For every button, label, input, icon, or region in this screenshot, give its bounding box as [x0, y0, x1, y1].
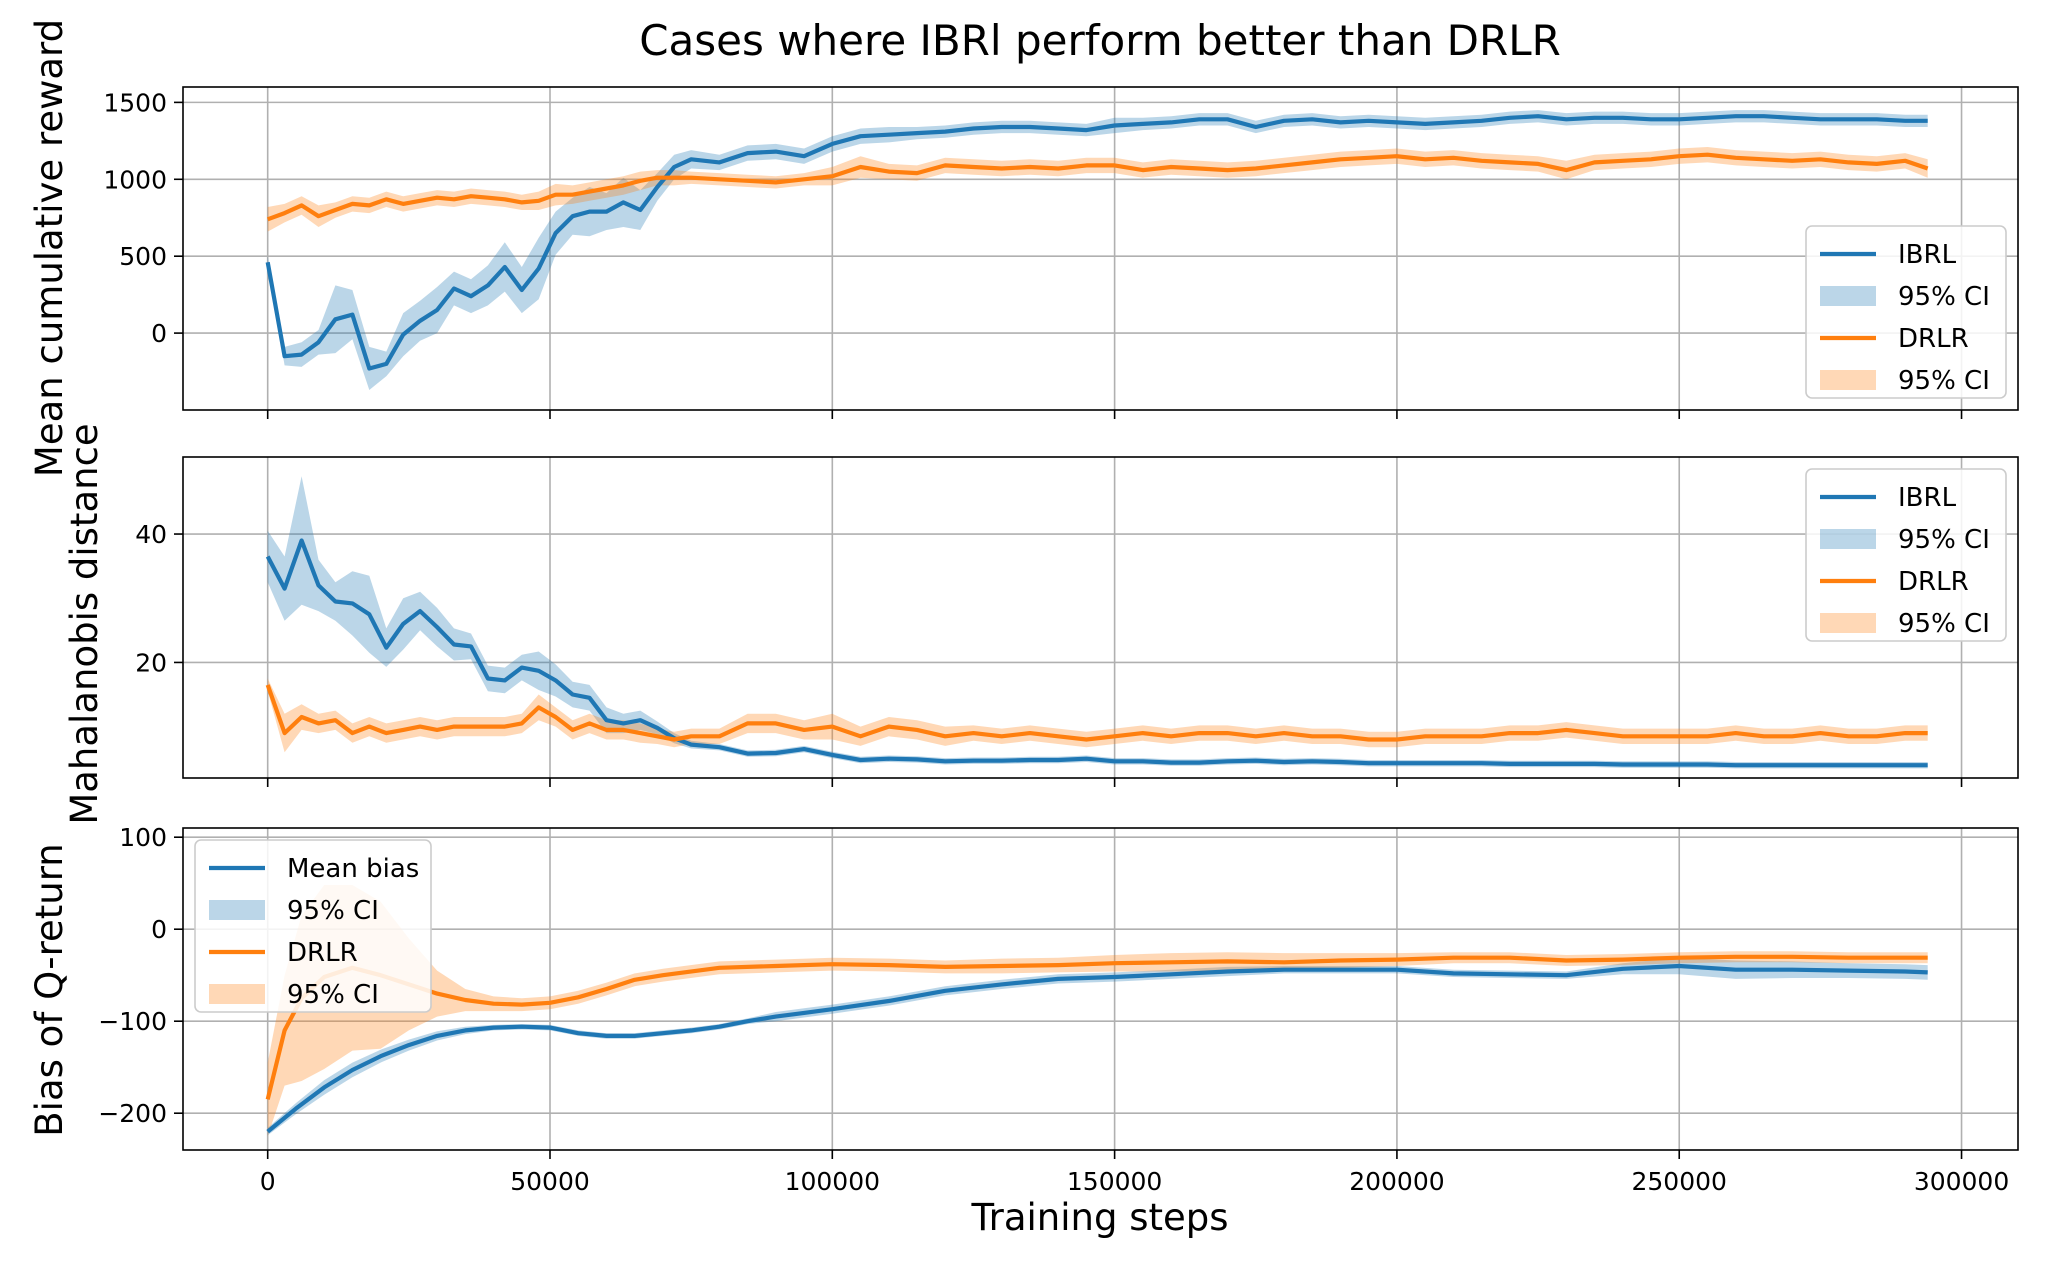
legend-ci-swatch: [1820, 286, 1876, 306]
y-tick-label: 20: [135, 648, 167, 677]
legend-ci-swatch: [1820, 613, 1876, 633]
plot-frame: [182, 827, 2019, 1151]
y-tick-label: 40: [135, 520, 167, 549]
legend-label: IBRL: [1898, 240, 1957, 270]
legend-label: 95% CI: [287, 980, 379, 1010]
ylabel-reward: Mean cumulative reward: [28, 19, 71, 477]
legend: Mean bias 95% CI DRLR 95% CI: [194, 839, 432, 1013]
x-tick-label: 50000: [510, 1167, 590, 1196]
legend-ci-swatch: [1820, 529, 1876, 549]
panel-reward: Mean cumulative reward 0 500 1000 1500 IBRL 9…: [28, 19, 2019, 477]
x-axis-label: Training steps: [970, 1196, 1228, 1239]
legend-label: DRLR: [1898, 324, 1969, 354]
y-tick-label: −100: [98, 1007, 167, 1036]
ylabel-mahalanobis: Mahalanobis distance: [63, 423, 106, 824]
x-tick-label: 100000: [785, 1167, 880, 1196]
legend-label: Mean bias: [287, 854, 419, 884]
y-tick-label: 0: [151, 319, 167, 348]
legend-ci-swatch: [209, 900, 265, 920]
y-tick-label: 0: [151, 915, 167, 944]
chart-title: Cases where IBRl perform better than DRL…: [639, 16, 1561, 65]
ci-band-mean-bias: [267, 957, 1928, 1136]
panel-bias: Bias of Q-return −200 −100 0 100 0 50000 10000…: [28, 823, 2019, 1196]
series-line-drlr: [266, 152, 1929, 222]
plot-frame: [182, 86, 2019, 411]
x-tick-label: 200000: [1349, 1167, 1444, 1196]
series-line-drlr: [265, 684, 1928, 742]
x-tick-label: 150000: [1067, 1167, 1162, 1196]
y-tick-label: 500: [119, 242, 167, 271]
y-tick-label: 100: [119, 823, 167, 852]
legend-label: DRLR: [287, 938, 358, 968]
panel-mahalanobis: Mahalanobis distance 20 40 IBRL 95% CI DRLR 9…: [63, 423, 2019, 825]
legend-label: IBRL: [1898, 483, 1957, 513]
ylabel-bias: Bias of Q-return: [28, 843, 71, 1136]
x-tick-label: 300000: [1914, 1167, 2009, 1196]
ci-band-drlr: [267, 147, 1928, 232]
series-line-ibrl: [265, 538, 1928, 768]
legend-label: 95% CI: [287, 896, 379, 926]
series-line-ibrl: [265, 114, 1928, 371]
legend-label: 95% CI: [1898, 609, 1990, 639]
plot-frame: [182, 456, 2019, 779]
legend-label: 95% CI: [1898, 525, 1990, 555]
series-line-mean-bias: [266, 963, 1928, 1134]
x-tick-label: 0: [260, 1167, 276, 1196]
legend-label: 95% CI: [1898, 282, 1990, 312]
legend-ci-swatch: [1820, 370, 1876, 390]
legend-label: 95% CI: [1898, 366, 1990, 396]
legend-ci-swatch: [209, 984, 265, 1004]
legend-box: [1805, 468, 2007, 642]
x-tick-label: 250000: [1632, 1167, 1727, 1196]
legend: IBRL 95% CI DRLR 95% CI: [1805, 225, 2007, 399]
y-tick-label: 1000: [103, 165, 167, 194]
y-tick-label: 1500: [103, 88, 167, 117]
y-tick-label: −200: [98, 1099, 167, 1128]
legend-box: [194, 839, 432, 1013]
legend-box: [1805, 225, 2007, 399]
legend: IBRL 95% CI DRLR 95% CI: [1805, 468, 2007, 642]
legend-label: DRLR: [1898, 567, 1969, 597]
